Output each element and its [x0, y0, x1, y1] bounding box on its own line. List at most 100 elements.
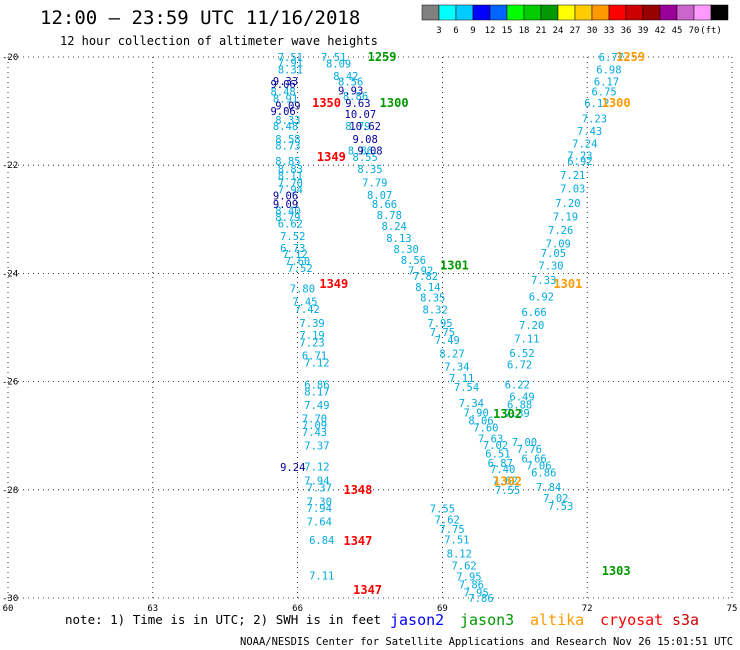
wave-height-value: 7.12 [304, 358, 329, 370]
pass-number-label: 1347 [353, 583, 382, 597]
wave-height-value: 7.40 [490, 464, 515, 476]
x-tick-label: 72 [582, 604, 593, 614]
pass-number-label: 1349 [319, 277, 348, 291]
wave-height-value: 9.06 [270, 79, 295, 91]
wave-height-value: 7.21 [560, 170, 585, 182]
pass-number-label: 1301 [553, 277, 582, 291]
pass-number-label: 1303 [602, 564, 631, 578]
wave-height-value: 7.80 [290, 284, 315, 296]
wave-height-value: 8.86 [343, 91, 368, 103]
y-tick-label: -30 [2, 594, 18, 604]
y-axis-ticks: -20 -22 -24 -26 -28 -30 [2, 53, 18, 604]
colorbar-swatch [693, 4, 712, 21]
satellite-legend: jason2 jason3 altika cryosat s3a [390, 611, 699, 629]
wave-height-value: 7.60 [285, 256, 310, 268]
wave-height-value: 7.19 [299, 330, 324, 342]
colorbar-swatch [455, 4, 474, 21]
wave-height-value: 6.52 [509, 348, 534, 360]
pass-number-label: 1259 [616, 50, 645, 64]
satellite-name-cryosat: cryosat [600, 611, 663, 629]
colorbar-label: 9 [470, 26, 475, 36]
pass-labels: 1259 1300 1350 1349 1301 1349 1301 1302 1302 1348… [312, 50, 645, 597]
wave-height-value: 9.24 [280, 462, 305, 474]
wave-height-value: 8.42 [333, 71, 358, 83]
colorbar-swatch [591, 4, 610, 21]
colorbar-swatch [642, 4, 661, 21]
wave-height-value: 7.49 [304, 400, 329, 412]
colorbar-label: 33 [604, 26, 615, 36]
wave-height-value: 9.06 [273, 190, 298, 202]
wave-height-value: 9.63 [345, 98, 370, 110]
wave-height-value: 9.09 [273, 199, 298, 211]
wave-height-value: 8.48 [270, 87, 295, 99]
wave-height-value: 7.95 [427, 318, 452, 330]
wave-height-value: 7.33 [531, 275, 556, 287]
wave-height-value: 8.17 [304, 386, 329, 398]
wave-height-value: 7.37 [307, 483, 332, 495]
wave-height-value: 7.90 [464, 407, 489, 419]
wave-height-value: 6.17 [594, 76, 619, 88]
colorbar-label: (ft) [700, 26, 722, 36]
wave-height-value: 6.51 [485, 449, 510, 461]
wave-height-value: 7.43 [577, 126, 602, 138]
colorbar-label: 70 [689, 26, 700, 36]
wave-height-value: 7.53 [548, 501, 573, 513]
wave-height-value: 7.43 [302, 427, 327, 439]
wave-height-value: 7.51 [278, 52, 303, 64]
wave-height-value: 7.26 [548, 225, 573, 237]
pass-number-label: 1300 [380, 96, 409, 110]
chart-subtitle: 12 hour collection of altimeter wave hei… [60, 34, 378, 48]
wave-height-value: 7.95 [456, 571, 481, 583]
wave-height-value: 7.82 [413, 271, 438, 283]
wave-height-value: 7.11 [309, 570, 334, 582]
satellite-name-s3a: s3a [672, 611, 699, 629]
pass-number-label: 1301 [440, 258, 469, 272]
wave-height-value: 7.30 [538, 260, 563, 272]
wave-height-value: 8.32 [423, 305, 448, 317]
wave-height-value: 7.02 [483, 440, 508, 452]
wave-height-value: 6.22 [505, 379, 530, 391]
wave-height-value: 8.07 [367, 190, 392, 202]
wave-height-value: 8.27 [439, 348, 464, 360]
colorbar-label: 12 [485, 26, 496, 36]
colorbar-swatch [676, 4, 695, 21]
x-tick-label: 69 [437, 604, 448, 614]
wave-height-value: 6.92 [529, 292, 554, 304]
wave-height-value: 6.71 [302, 351, 327, 363]
wave-height-value: 6.73 [280, 243, 305, 255]
wave-height-value: 8.85 [275, 156, 300, 168]
wave-height-value: 7.76 [517, 444, 542, 456]
wave-height-value: 8.31 [278, 64, 303, 76]
wave-height-value: 8.86 [348, 146, 373, 158]
wave-height-value: 6.98 [596, 64, 621, 76]
wave-height-value: 7.86 [459, 579, 484, 591]
wave-height-value: 8.11 [278, 170, 303, 182]
wave-height-value: 8.06 [468, 416, 493, 428]
x-axis-ticks: 60 63 66 69 72 75 [3, 604, 738, 614]
wave-height-value: 7.39 [505, 408, 530, 420]
wave-height-value: 10.62 [349, 121, 381, 133]
wave-height-value: 9.93 [338, 86, 363, 98]
wave-height-value: 8.09 [326, 58, 351, 70]
pass-number-label: 1300 [602, 96, 631, 110]
wave-height-value: 6.86 [531, 467, 556, 479]
wave-height-value: 6.77 [599, 52, 624, 64]
colorbar-swatch [540, 4, 559, 21]
y-tick-label: -20 [2, 53, 18, 63]
wave-height-value: 6.87 [488, 458, 513, 470]
wave-height-value: 8.79 [345, 121, 370, 133]
wave-height-value: 7.34 [444, 361, 469, 373]
wave-height-value: 8.83 [278, 164, 303, 176]
satellite-name-jason3: jason3 [460, 611, 514, 629]
colorbar-swatch [489, 4, 508, 21]
wave-height-value: 7.94 [304, 476, 329, 488]
wave-height-value: 8.91 [273, 94, 298, 106]
wave-height-value: 7.20 [555, 198, 580, 210]
wave-height-value: 7.24 [572, 139, 597, 151]
wave-height-value: 6.92 [567, 156, 592, 168]
colorbar-label: 36 [621, 26, 632, 36]
wave-height-value: 7.23 [299, 338, 324, 350]
wave-height-value: 7.92 [408, 266, 433, 278]
wave-height-value: 7.09 [546, 239, 571, 251]
